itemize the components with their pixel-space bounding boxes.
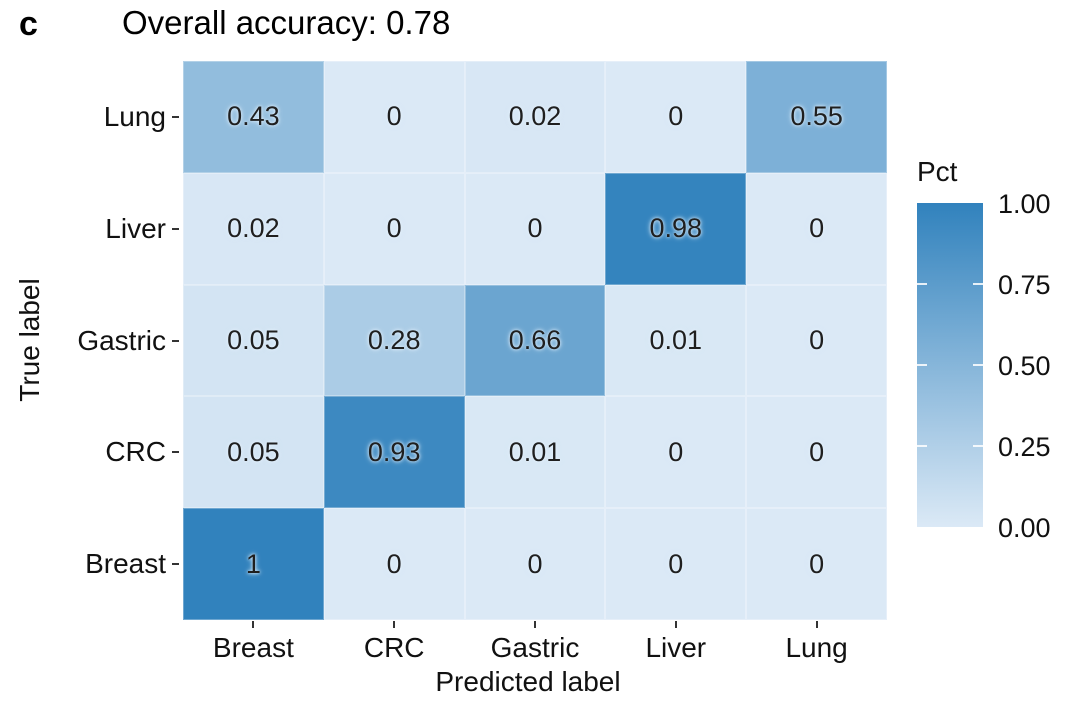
colorbar-tick-label: 0.25 [998,432,1051,462]
heatmap-cell: 0.05 [183,284,324,397]
heatmap-cell: 0 [746,508,887,620]
x-tick-label: Breast [212,632,294,663]
heatmap-cell: 0 [464,508,606,620]
x-tick-mark [815,621,818,628]
x-tick-mark [674,621,677,628]
y-tick-mark [172,339,179,342]
colorbar-tick-label: 0.75 [998,270,1051,300]
colorbar-tick-mark [973,364,983,366]
chart-title: Overall accuracy: 0.78 [122,4,451,41]
heatmap-cell: 0.05 [183,396,324,509]
heatmap-cell: 0.98 [605,172,747,285]
heatmap-cell: 0.66 [464,284,606,397]
y-tick-label: Lung [103,100,166,132]
colorbar-tick-mark [917,364,927,366]
heatmap-cell: 0 [746,396,887,509]
heatmap-cell: 0 [464,172,606,285]
heatmap-cell: 1 [183,508,324,620]
x-tick-label: Liver [645,632,707,663]
colorbar-tick-mark [917,445,927,447]
x-tick-mark [252,621,255,628]
heatmap-cell: 0.55 [746,61,887,173]
heatmap-cell: 0 [605,61,747,173]
heatmap-cell: 0.93 [323,396,465,509]
y-tick-mark [172,227,179,230]
heatmap-cell: 0 [323,172,465,285]
y-tick-label: Liver [105,212,166,244]
heatmap-cell: 0.01 [605,284,747,397]
colorbar-tick-label: 0.00 [998,513,1051,543]
y-tick-label: CRC [105,436,166,468]
colorbar-tick-label: 1.00 [998,189,1051,219]
colorbar-tick-mark [973,445,983,447]
heatmap-cell: 0 [605,396,747,509]
heatmap-cell: 0.43 [183,61,324,173]
y-tick-mark [172,563,179,566]
y-tick-mark [172,115,179,118]
colorbar-tick-mark [917,283,927,285]
colorbar-tick-label: 0.50 [998,351,1051,381]
x-tick-label: Gastric [490,632,580,663]
x-tick-mark [393,621,396,628]
heatmap-cell: 0 [746,284,887,397]
x-tick-label: CRC [363,632,425,663]
heatmap-cell: 0 [323,61,465,173]
heatmap-cell: 0 [605,508,747,620]
heatmap-cell: 0.02 [183,172,324,285]
heatmap-cell: 0 [323,508,465,620]
y-tick-label: Breast [85,548,166,580]
x-tick-mark [534,621,536,628]
y-tick-label: Gastric [77,324,166,356]
heatmap-cell: 0.28 [323,284,465,397]
colorbar-tick-mark [973,283,983,285]
heatmap-cell: 0.02 [464,61,606,173]
heatmap-cell: 0.01 [464,396,606,509]
legend-title: Pct [917,156,958,187]
heatmap-cell: 0 [746,172,887,285]
colorbar-gradient [917,203,983,527]
x-axis-title: Predicted label [435,666,621,697]
heatmap-grid: 0.43 0 0.02 0 0.55 0.02 0 0 0.98 0 0.05 0.28 0.66 0.0… [183,61,887,620]
x-tick-label: Lung [785,632,848,663]
panel-label: c [19,5,38,43]
y-tick-mark [172,451,179,454]
